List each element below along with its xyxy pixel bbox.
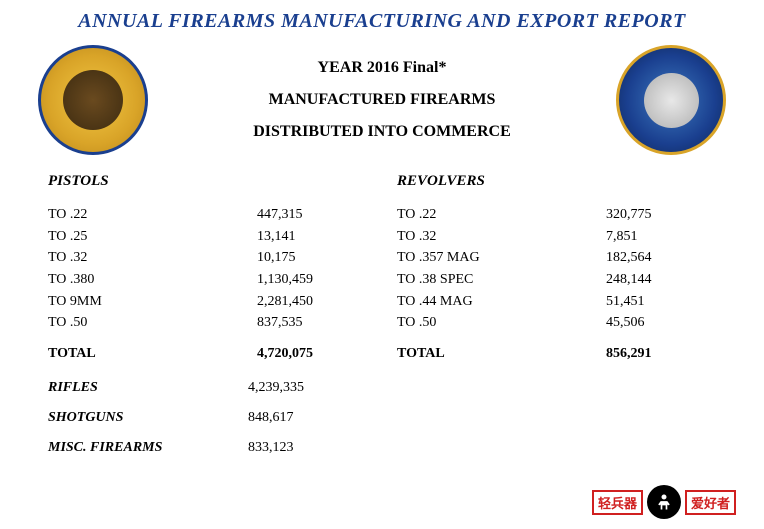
row-value: 51,451: [606, 291, 726, 313]
row-value: 45,506: [606, 312, 726, 334]
row-label: TO .32: [48, 247, 257, 269]
row-value: 248,144: [606, 269, 726, 291]
row-value: 2,281,450: [257, 291, 377, 313]
total-value: 856,291: [606, 346, 726, 362]
table-row: TO .2513,141: [38, 226, 377, 248]
table-row: TO 9MM2,281,450: [38, 291, 377, 313]
header-line-2: MANUFACTURED FIREARMS: [253, 84, 511, 116]
row-value: 320,775: [606, 204, 726, 226]
data-columns: PISTOLS TO .22447,315 TO .2513,141 TO .3…: [38, 173, 726, 362]
table-row: TO .3210,175: [38, 247, 377, 269]
report-title: ANNUAL FIREARMS MANUFACTURING AND EXPORT…: [38, 10, 726, 33]
table-row: TO .22320,775: [387, 204, 726, 226]
row-label: TO .22: [48, 204, 257, 226]
row-label: TO .22: [397, 204, 606, 226]
row-label: TO 9MM: [48, 291, 257, 313]
row-label: RIFLES: [48, 380, 248, 396]
table-row: TO .327,851: [387, 226, 726, 248]
watermark-right: 爱好者: [685, 490, 736, 515]
table-row: TO .50837,535: [38, 312, 377, 334]
pistols-heading: PISTOLS: [38, 173, 377, 190]
row-value: 833,123: [248, 440, 294, 456]
header-line-3: DISTRIBUTED INTO COMMERCE: [253, 116, 511, 148]
row-value: 13,141: [257, 226, 377, 248]
watermark-left: 轻兵器: [592, 490, 643, 515]
row-label: TO .38 SPEC: [397, 269, 606, 291]
row-value: 1,130,459: [257, 269, 377, 291]
row-label: TO .50: [48, 312, 257, 334]
pistols-column: PISTOLS TO .22447,315 TO .2513,141 TO .3…: [38, 173, 377, 362]
atf-seal-icon: [616, 45, 726, 155]
row-label: TO .357 MAG: [397, 247, 606, 269]
revolvers-column: REVOLVERS TO .22320,775 TO .327,851 TO .…: [387, 173, 726, 362]
total-label: TOTAL: [397, 346, 606, 362]
header-center: YEAR 2016 Final* MANUFACTURED FIREARMS D…: [253, 52, 511, 148]
header-row: YEAR 2016 Final* MANUFACTURED FIREARMS D…: [38, 45, 726, 155]
watermark: 轻兵器 爱好者: [592, 485, 736, 519]
revolvers-heading: REVOLVERS: [387, 173, 726, 190]
bottom-block: RIFLES4,239,335 SHOTGUNS848,617 MISC. FI…: [38, 380, 726, 456]
row-value: 837,535: [257, 312, 377, 334]
revolvers-total: TOTAL856,291: [387, 346, 726, 362]
table-row: TO .5045,506: [387, 312, 726, 334]
row-label: TO .380: [48, 269, 257, 291]
row-value: 10,175: [257, 247, 377, 269]
row-label: TO .50: [397, 312, 606, 334]
soldier-icon: [647, 485, 681, 519]
table-row: SHOTGUNS848,617: [48, 410, 726, 426]
row-value: 848,617: [248, 410, 294, 426]
pistols-total: TOTAL4,720,075: [38, 346, 377, 362]
row-value: 7,851: [606, 226, 726, 248]
table-row: RIFLES4,239,335: [48, 380, 726, 396]
table-row: TO .357 MAG182,564: [387, 247, 726, 269]
table-row: TO .44 MAG51,451: [387, 291, 726, 313]
table-row: TO .38 SPEC248,144: [387, 269, 726, 291]
row-label: TO .32: [397, 226, 606, 248]
row-value: 182,564: [606, 247, 726, 269]
row-value: 4,239,335: [248, 380, 304, 396]
row-label: TO .44 MAG: [397, 291, 606, 313]
table-row: MISC. FIREARMS833,123: [48, 440, 726, 456]
row-label: TO .25: [48, 226, 257, 248]
row-label: MISC. FIREARMS: [48, 440, 248, 456]
row-label: SHOTGUNS: [48, 410, 248, 426]
table-row: TO .3801,130,459: [38, 269, 377, 291]
doj-seal-icon: [38, 45, 148, 155]
table-row: TO .22447,315: [38, 204, 377, 226]
row-value: 447,315: [257, 204, 377, 226]
total-value: 4,720,075: [257, 346, 377, 362]
total-label: TOTAL: [48, 346, 257, 362]
header-line-1: YEAR 2016 Final*: [253, 52, 511, 84]
